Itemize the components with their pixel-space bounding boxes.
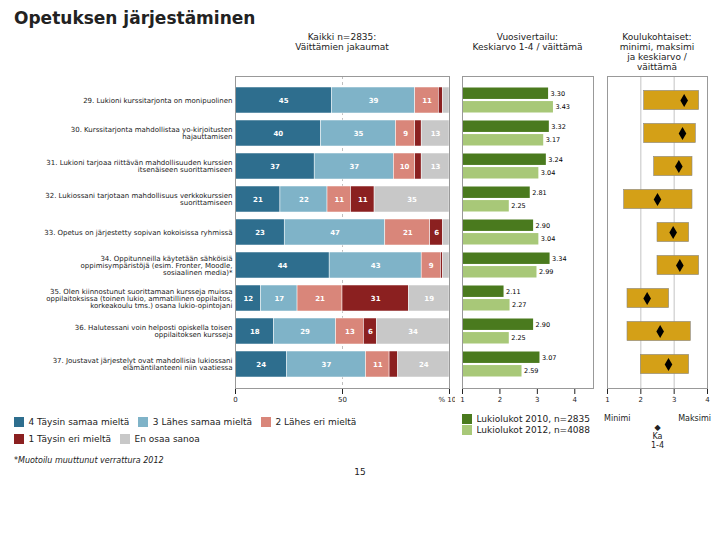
svg-text:21: 21 bbox=[403, 229, 413, 237]
svg-text:29. Lukioni kurssitarjonta on: 29. Lukioni kurssitarjonta on monipuolin… bbox=[83, 97, 232, 105]
svg-text:% 100: % 100 bbox=[438, 396, 455, 404]
svg-text:1: 1 bbox=[605, 396, 609, 404]
html-text:3 Lähes samaa mieltä: 3 Lähes samaa mieltä bbox=[152, 417, 252, 428]
svg-text:3.30: 3.30 bbox=[551, 90, 565, 98]
html-text:En osaa sanoa: En osaa sanoa bbox=[134, 433, 200, 444]
svg-text:36. Halutessani voin helposti: 36. Halutessani voin helposti opiskella … bbox=[75, 324, 233, 339]
html-text:Opetuksen järjestäminen: Opetuksen järjestäminen bbox=[14, 8, 256, 28]
svg-text:3.32: 3.32 bbox=[551, 123, 565, 131]
svg-text:21: 21 bbox=[253, 196, 263, 204]
svg-text:11: 11 bbox=[334, 196, 344, 204]
svg-text:3.04: 3.04 bbox=[541, 235, 555, 243]
svg-text:2.27: 2.27 bbox=[512, 301, 526, 309]
svg-text:44: 44 bbox=[278, 262, 288, 270]
svg-text:21: 21 bbox=[315, 295, 325, 303]
svg-text:13: 13 bbox=[431, 163, 441, 171]
svg-text:12: 12 bbox=[243, 295, 253, 303]
html-text:*Muotoilu muuttunut verrattura: *Muotoilu muuttunut verrattura 2012 bbox=[14, 455, 164, 465]
svg-text:3.07: 3.07 bbox=[542, 354, 556, 362]
svg-text:18: 18 bbox=[250, 328, 260, 336]
svg-text:3.34: 3.34 bbox=[552, 255, 566, 263]
svg-text:35: 35 bbox=[407, 196, 417, 204]
svg-text:4: 4 bbox=[573, 396, 578, 404]
html-text:Koulukohtaiset: minimi, maksim: Koulukohtaiset: minimi, maksimi ja keski… bbox=[619, 32, 695, 72]
svg-text:33. Opetus on järjestetty sopi: 33. Opetus on järjestetty sopivan kokois… bbox=[44, 229, 232, 237]
svg-text:37: 37 bbox=[322, 361, 332, 369]
svg-text:32. Lukiossani tarjotaan mahdo: 32. Lukiossani tarjotaan mahdollisuus ve… bbox=[45, 192, 232, 207]
svg-text:2.25: 2.25 bbox=[511, 202, 525, 210]
svg-text:2: 2 bbox=[639, 396, 643, 404]
html-text:Minimi: Minimi bbox=[604, 414, 631, 423]
svg-text:47: 47 bbox=[330, 229, 340, 237]
svg-text:2: 2 bbox=[498, 396, 502, 404]
svg-text:11: 11 bbox=[422, 97, 432, 105]
svg-text:34. Oppitunneilla käytetään sä: 34. Oppitunneilla käytetään sähköisiäopp… bbox=[81, 255, 233, 277]
svg-text:19: 19 bbox=[424, 295, 434, 303]
svg-text:39: 39 bbox=[369, 97, 379, 105]
html-text:Maksimi: Maksimi bbox=[678, 414, 711, 423]
svg-text:37. Joustavat järjestelyt ovat: 37. Joustavat järjestelyt ovat mahdollis… bbox=[53, 357, 233, 372]
svg-text:22: 22 bbox=[299, 196, 309, 204]
html-text:Lukiolukot 2010, n=2835: Lukiolukot 2010, n=2835 bbox=[476, 414, 590, 424]
html-text:1 Täysin eri mieltä: 1 Täysin eri mieltä bbox=[28, 433, 112, 444]
svg-text:34: 34 bbox=[408, 328, 418, 336]
svg-text:4: 4 bbox=[705, 396, 710, 404]
svg-text:29: 29 bbox=[300, 328, 310, 336]
svg-text:2.11: 2.11 bbox=[506, 288, 520, 296]
svg-text:45: 45 bbox=[279, 97, 289, 105]
html-text:15: 15 bbox=[354, 466, 366, 477]
svg-text:43: 43 bbox=[371, 262, 381, 270]
svg-text:2.81: 2.81 bbox=[532, 189, 546, 197]
html-text:2 Lähes eri mieltä: 2 Lähes eri mieltä bbox=[275, 417, 357, 428]
svg-text:3.43: 3.43 bbox=[555, 103, 569, 111]
svg-text:24: 24 bbox=[256, 361, 266, 369]
svg-text:2.25: 2.25 bbox=[511, 334, 525, 342]
svg-text:13: 13 bbox=[431, 130, 441, 138]
svg-text:23: 23 bbox=[255, 229, 265, 237]
svg-text:2.99: 2.99 bbox=[539, 268, 553, 276]
svg-text:11: 11 bbox=[358, 196, 368, 204]
html-text:4 Täysin samaa mieltä: 4 Täysin samaa mieltä bbox=[28, 417, 130, 428]
svg-text:40: 40 bbox=[273, 130, 283, 138]
svg-text:50: 50 bbox=[338, 396, 347, 404]
svg-text:2.59: 2.59 bbox=[524, 367, 538, 375]
svg-text:31. Lukioni tarjoaa riittävän: 31. Lukioni tarjoaa riittävän mahdollisu… bbox=[46, 159, 232, 174]
svg-text:6: 6 bbox=[434, 229, 439, 237]
svg-text:3: 3 bbox=[535, 396, 539, 404]
svg-text:6: 6 bbox=[368, 328, 373, 336]
svg-text:1: 1 bbox=[460, 396, 464, 404]
svg-text:13: 13 bbox=[345, 328, 355, 336]
svg-text:3.04: 3.04 bbox=[541, 169, 555, 177]
svg-text:30. Kurssitarjonta mahdollista: 30. Kurssitarjonta mahdollistaa yo-kirjo… bbox=[71, 126, 233, 141]
html-text:Kaikki n=2835: Väittämien jaka: Kaikki n=2835: Väittämien jakaumat bbox=[295, 32, 389, 52]
svg-text:0: 0 bbox=[233, 396, 237, 404]
svg-text:10: 10 bbox=[400, 163, 410, 171]
svg-text:17: 17 bbox=[274, 295, 284, 303]
svg-text:3: 3 bbox=[672, 396, 676, 404]
svg-text:37: 37 bbox=[349, 163, 359, 171]
svg-text:37: 37 bbox=[270, 163, 280, 171]
svg-text:3.17: 3.17 bbox=[546, 136, 560, 144]
html-text:Lukiolukot 2012, n=4088: Lukiolukot 2012, n=4088 bbox=[476, 425, 590, 435]
svg-text:31: 31 bbox=[371, 295, 381, 303]
svg-text:24: 24 bbox=[419, 361, 429, 369]
svg-text:2.90: 2.90 bbox=[536, 222, 550, 230]
svg-text:35: 35 bbox=[354, 130, 364, 138]
svg-text:9: 9 bbox=[403, 130, 408, 138]
svg-text:3.24: 3.24 bbox=[548, 156, 562, 164]
html-text:Vuosivertailu: Keskiarvo 1-4 /: Vuosivertailu: Keskiarvo 1-4 / väittämä bbox=[472, 32, 583, 52]
svg-text:9: 9 bbox=[429, 262, 434, 270]
svg-text:2.90: 2.90 bbox=[536, 321, 550, 329]
html-text:Ka 1-4: Ka 1-4 bbox=[651, 432, 664, 450]
svg-text:11: 11 bbox=[373, 361, 383, 369]
svg-text:35. Olen kiinnostunut suoritta: 35. Olen kiinnostunut suorittamaan kurss… bbox=[46, 288, 232, 310]
